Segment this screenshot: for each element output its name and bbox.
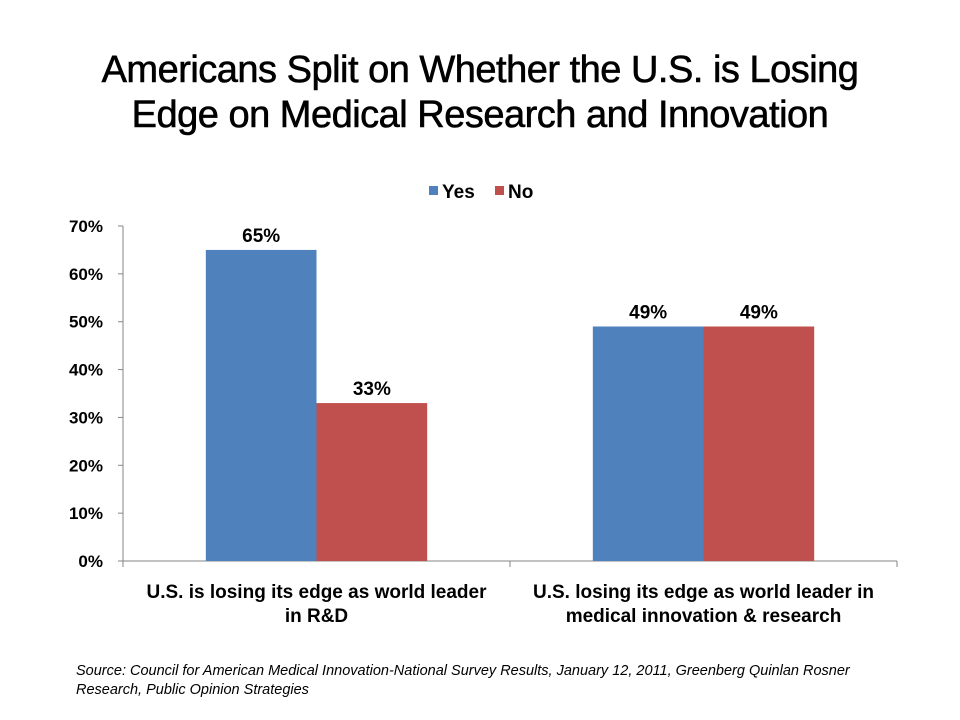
legend-swatch-no (495, 186, 504, 195)
legend: Yes No (429, 182, 533, 203)
bars (205, 249, 815, 561)
source-note: Source: Council for American Medical Inn… (76, 663, 850, 698)
chart-title-line-2: Edge on Medical Research and Innovation (131, 94, 829, 137)
x-axis (122, 560, 898, 567)
category-label-line: in R&D (285, 606, 348, 627)
y-tick-label: 50% (69, 313, 103, 332)
legend-label-yes: Yes (442, 182, 475, 203)
category-label: U.S. losing its edge as world leader in m… (533, 582, 874, 627)
y-tick-label: 10% (69, 504, 103, 523)
data-label: 49% (740, 303, 778, 324)
data-labels: 65% 33% 49% 49% (242, 226, 778, 400)
data-label: 65% (242, 226, 280, 247)
y-tick-label: 30% (69, 408, 103, 427)
y-tick-label: 40% (69, 361, 103, 380)
category-label-line: medical innovation & research (566, 606, 842, 627)
category-label: U.S. is losing its edge as world leader i… (147, 582, 488, 627)
bar-no (703, 326, 815, 561)
legend-label-no: No (508, 182, 533, 203)
y-tick-label: 20% (69, 456, 103, 475)
data-label: 33% (353, 379, 391, 400)
category-label-line: U.S. losing its edge as world leader in (533, 582, 874, 603)
legend-swatch-yes (429, 186, 438, 195)
y-tick-label: 0% (78, 552, 103, 571)
chart-title: Americans Split on Whether the U.S. is L… (0, 48, 960, 138)
data-label: 49% (629, 303, 667, 324)
category-labels: U.S. is losing its edge as world leader i… (147, 582, 875, 627)
y-axis: 0% 10% 20% 30% 40% 50% 60% 70% (69, 217, 124, 571)
y-tick-label: 60% (69, 265, 103, 284)
y-tick-label: 70% (69, 217, 103, 236)
bar-yes (592, 326, 704, 561)
category-label-line: U.S. is losing its edge as world leader (147, 582, 488, 603)
bar-yes (205, 249, 317, 561)
bar-no (316, 403, 428, 561)
chart-title-line-1: Americans Split on Whether the U.S. is L… (101, 49, 859, 92)
